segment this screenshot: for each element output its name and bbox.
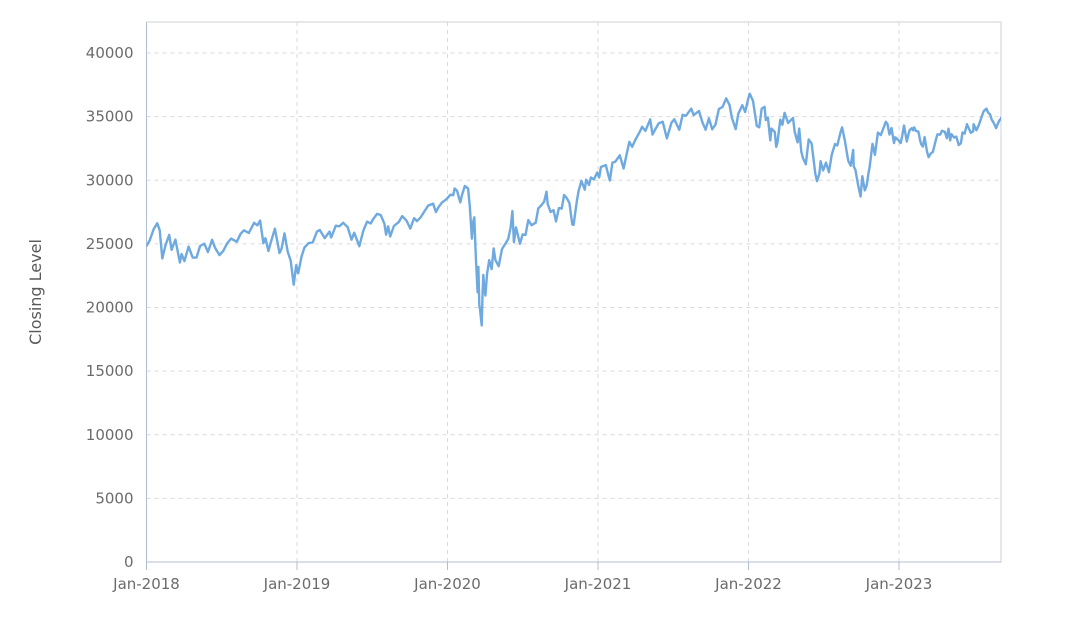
x-tick-label: Jan-2023 (865, 575, 933, 593)
plot-border (146, 21, 1002, 563)
y-tick-label: 20000 (86, 299, 134, 317)
y-tick-label: 10000 (86, 426, 134, 444)
y-tick-label: 35000 (86, 108, 134, 126)
x-tick-label: Jan-2018 (112, 575, 180, 593)
y-tick-label: 0 (124, 553, 134, 571)
x-tick-label: Jan-2021 (564, 575, 632, 593)
y-tick-label: 15000 (86, 362, 134, 380)
y-tick-label: 5000 (95, 489, 133, 507)
x-tick-label: Jan-2022 (714, 575, 782, 593)
axis-layer (146, 21, 1002, 570)
closing-level-line (146, 92, 1001, 327)
x-tick-label: Jan-2019 (263, 575, 331, 593)
y-tick-label: 30000 (86, 171, 134, 189)
y-axis-title: Closing Level (26, 239, 45, 345)
tick-label-layer: 0 5000 10000 15000 20000 25000 30000 35000 40000… (86, 44, 933, 593)
series-layer (146, 92, 1001, 327)
x-tick-label: Jan-2020 (413, 575, 481, 593)
y-tick-label: 40000 (86, 44, 134, 62)
grid-layer (146, 22, 1001, 562)
y-tick-label: 25000 (86, 235, 134, 253)
